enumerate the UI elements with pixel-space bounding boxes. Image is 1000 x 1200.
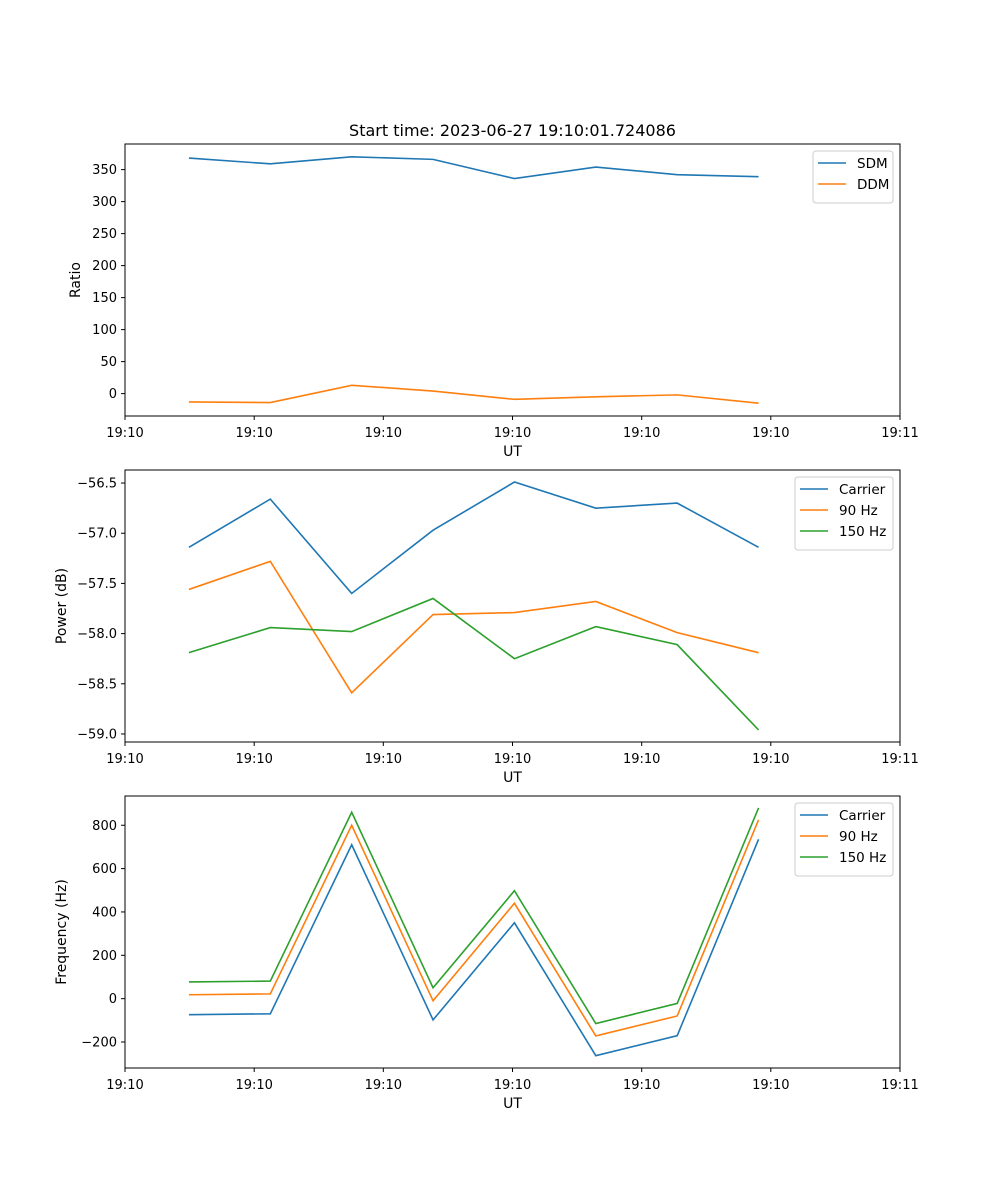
- y-tick-label: 50: [100, 355, 117, 370]
- figure-title: Start time: 2023-06-27 19:10:01.724086: [349, 121, 676, 140]
- x-tick-label: 19:10: [106, 426, 143, 441]
- x-tick-label: 19:10: [494, 1078, 531, 1093]
- x-tick-label: 19:10: [235, 1078, 272, 1093]
- y-tick-label: −57.0: [77, 527, 117, 542]
- legend-label: 150 Hz: [839, 850, 886, 866]
- y-tick-label: 600: [92, 862, 117, 877]
- series-line-carrier: [188, 481, 759, 595]
- x-tick-label: 19:10: [623, 752, 660, 767]
- series-line-90-hz: [188, 819, 760, 1037]
- y-tick-label: 100: [92, 323, 117, 338]
- legend-label: Carrier: [839, 482, 886, 498]
- x-tick-label: 19:10: [365, 752, 402, 767]
- x-tick-label: 19:10: [752, 426, 789, 441]
- subplot-panels: 19:10 19:10 19:10 19:10 19:10 19:10 19:11 0 50 10…: [54, 143, 919, 1112]
- y-tick-label: 300: [92, 195, 117, 210]
- series-line-ddm: [188, 384, 759, 404]
- legend-label: 90 Hz: [839, 829, 878, 845]
- series-line-150-hz: [188, 597, 760, 731]
- subplot-2: 19:10 19:10 19:10 19:10 19:10 19:10 19:11 −59.0…: [54, 469, 919, 786]
- x-tick-label: 19:10: [365, 1078, 402, 1093]
- x-tick-label: 19:10: [106, 752, 143, 767]
- x-axis-label: UT: [503, 1096, 522, 1112]
- y-tick-label: −58.5: [77, 677, 117, 692]
- y-tick-label: −56.5: [77, 477, 117, 492]
- legend-label: DDM: [857, 177, 889, 193]
- x-tick-label: 19:11: [881, 426, 918, 441]
- x-axis-label: UT: [503, 444, 522, 460]
- x-tick-label: 19:10: [494, 426, 531, 441]
- series-line-150-hz: [188, 807, 760, 1025]
- y-tick-label: 200: [92, 259, 117, 274]
- y-tick-label: 0: [109, 387, 117, 402]
- y-tick-label: 250: [92, 227, 117, 242]
- x-tick-label: 19:10: [235, 752, 272, 767]
- legend-label: 90 Hz: [839, 503, 878, 519]
- y-tick-label: −57.5: [77, 577, 117, 592]
- x-tick-label: 19:10: [494, 752, 531, 767]
- y-tick-label: −59.0: [77, 727, 117, 742]
- y-axis-label: Power (dB): [54, 568, 70, 644]
- y-axis-label: Ratio: [68, 262, 84, 298]
- x-tick-label: 19:10: [623, 426, 660, 441]
- legend-label: Carrier: [839, 808, 886, 824]
- legend: Carrier 90 Hz 150 Hz: [794, 476, 894, 551]
- y-tick-label: 200: [92, 949, 117, 964]
- x-tick-label: 19:10: [235, 426, 272, 441]
- y-tick-label: 350: [92, 163, 117, 178]
- y-tick-label: −58.0: [77, 627, 117, 642]
- y-tick-label: 800: [92, 819, 117, 834]
- legend: Carrier 90 Hz 150 Hz: [794, 802, 894, 877]
- legend-label: 150 Hz: [839, 524, 886, 540]
- y-tick-label: 0: [109, 992, 117, 1007]
- y-tick-label: −200: [81, 1035, 117, 1050]
- legend: SDM DDM: [812, 150, 894, 204]
- y-tick-label: 400: [92, 905, 117, 920]
- x-tick-label: 19:10: [752, 752, 789, 767]
- y-axis-label: Frequency (Hz): [54, 879, 70, 985]
- subplot-3: 19:10 19:10 19:10 19:10 19:10 19:10 19:11 −200 0…: [54, 795, 919, 1112]
- x-tick-label: 19:10: [106, 1078, 143, 1093]
- x-axis-label: UT: [503, 770, 522, 786]
- series-line-sdm: [188, 155, 759, 180]
- x-tick-label: 19:10: [623, 1078, 660, 1093]
- x-tick-label: 19:11: [881, 1078, 918, 1093]
- series-line-90-hz: [188, 560, 759, 695]
- x-tick-label: 19:10: [365, 426, 402, 441]
- y-tick-label: 150: [92, 291, 117, 306]
- series-line-carrier: [188, 839, 760, 1057]
- legend-box: [812, 150, 894, 204]
- subplot-1: 19:10 19:10 19:10 19:10 19:10 19:10 19:11 0 50 10…: [68, 143, 919, 460]
- x-tick-label: 19:11: [881, 752, 918, 767]
- legend-label: SDM: [857, 156, 888, 172]
- x-tick-label: 19:10: [752, 1078, 789, 1093]
